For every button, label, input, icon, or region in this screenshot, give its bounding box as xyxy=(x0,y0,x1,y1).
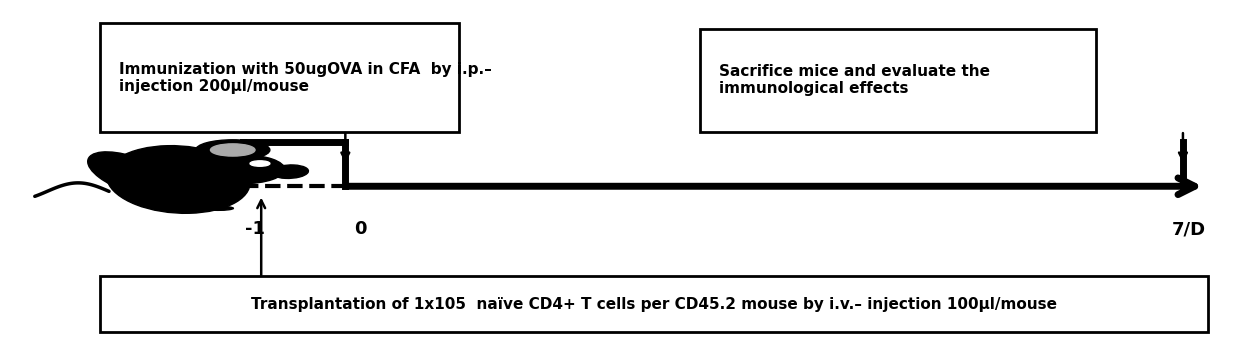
Circle shape xyxy=(211,144,255,156)
Text: 0: 0 xyxy=(353,220,367,238)
Ellipse shape xyxy=(88,152,175,197)
Ellipse shape xyxy=(201,155,285,184)
Text: Immunization with 50ugOVA in CFA  by i.p.–
injection 200μl/mouse: Immunization with 50ugOVA in CFA by i.p.… xyxy=(119,62,492,94)
Text: 7/D: 7/D xyxy=(1172,220,1207,238)
FancyBboxPatch shape xyxy=(100,276,1208,332)
Ellipse shape xyxy=(107,146,250,213)
Circle shape xyxy=(250,161,270,166)
FancyBboxPatch shape xyxy=(701,28,1096,132)
Text: -1: -1 xyxy=(246,220,265,238)
Circle shape xyxy=(196,140,270,160)
Text: Sacrifice mice and evaluate the
immunological effects: Sacrifice mice and evaluate the immunolo… xyxy=(719,64,990,96)
FancyBboxPatch shape xyxy=(100,24,459,132)
Ellipse shape xyxy=(202,206,233,210)
Text: Transplantation of 1x105  naïve CD4+ T cells per CD45.2 mouse by i.v.– injection: Transplantation of 1x105 naïve CD4+ T ce… xyxy=(250,297,1056,312)
Ellipse shape xyxy=(270,165,309,179)
